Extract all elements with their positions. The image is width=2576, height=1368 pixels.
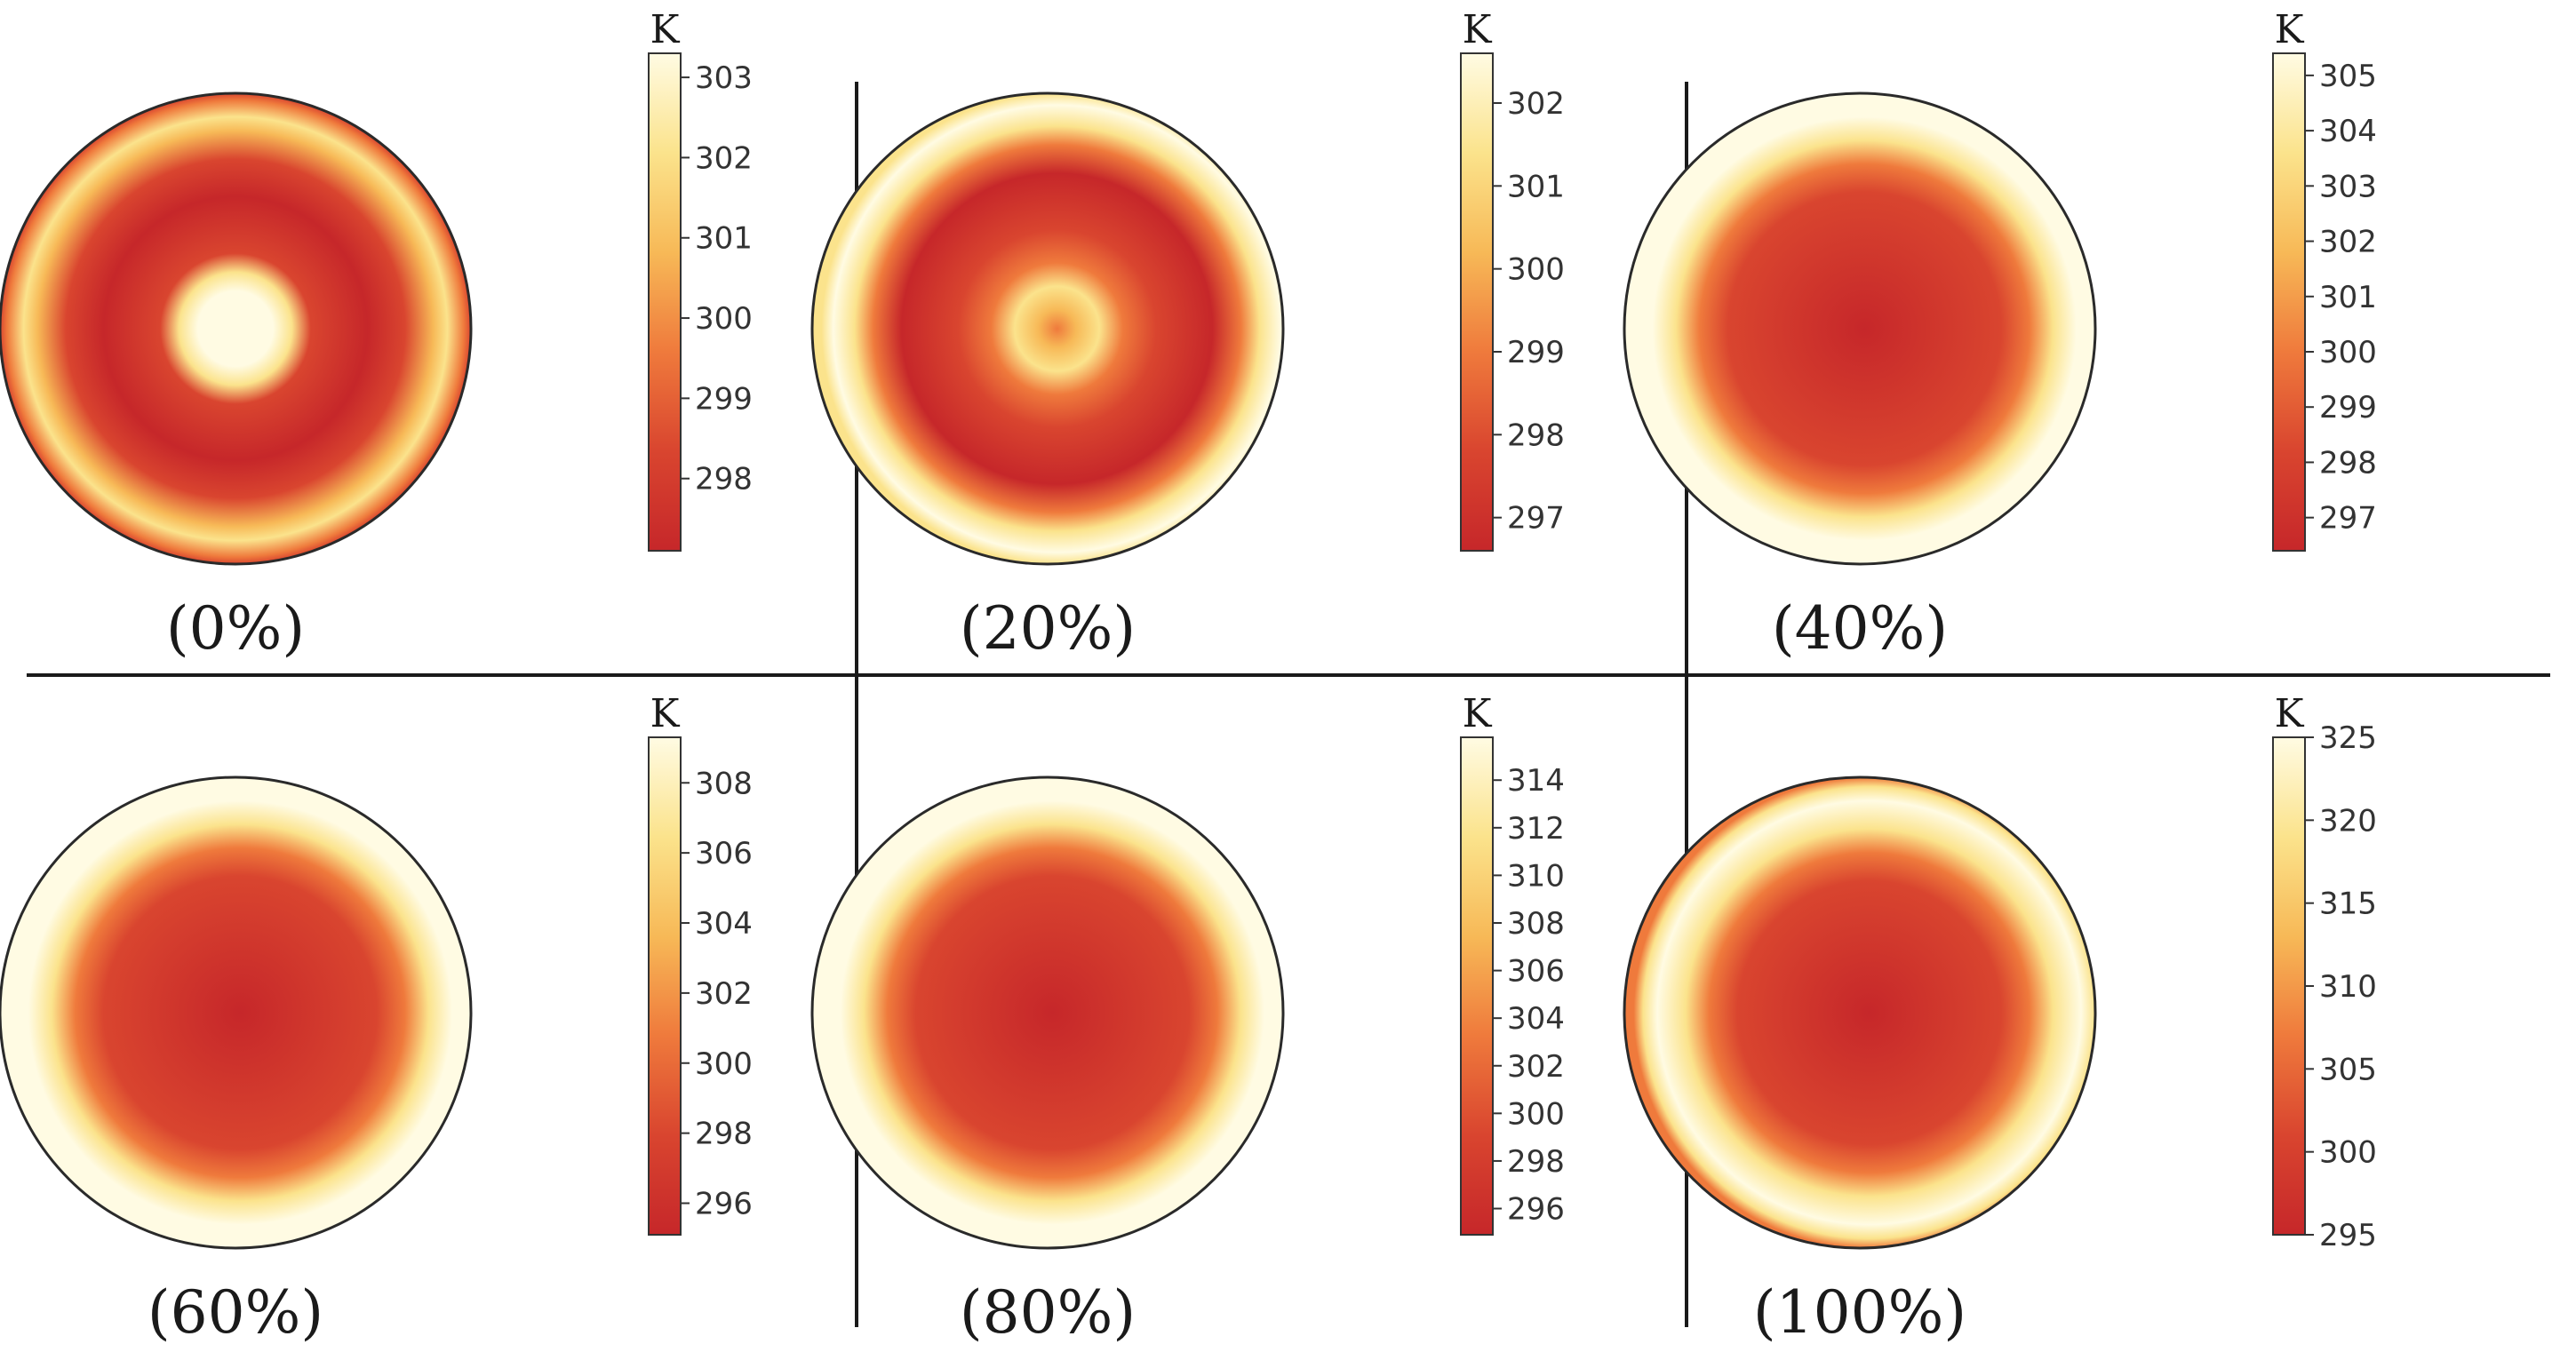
colorbar-tick-label: 303 [695, 60, 753, 96]
colorbar-tick-label: 296 [695, 1187, 753, 1222]
panel-40: 297 298 299 300 301 302 303 304 305 K (40%) [1623, 7, 2451, 684]
heatmap-chart-100: 295 300 305 310 315 320 325 K (100%) [1623, 691, 2377, 1347]
panel-caption: (20%) [960, 594, 1136, 663]
colorbar-tick-label: 308 [1507, 906, 1565, 942]
vertical-divider-left [855, 82, 858, 1327]
heatmap-chart-80: 296 298 300 302 304 306 308 310 312 314 K (80%) [810, 691, 1565, 1347]
panel-20: 297 298 299 300 301 302 K (20%) [810, 7, 1639, 684]
colorbar [1460, 736, 1494, 1236]
colorbar-tick-label: 301 [695, 221, 753, 257]
colorbar-unit-label: K [650, 7, 681, 52]
temperature-disk [810, 775, 1285, 1250]
colorbar-tick-label: 300 [695, 301, 753, 337]
colorbar-tick-label: 300 [1507, 252, 1565, 288]
heatmap-chart-60: 296 298 300 302 304 306 308 K (60%) [0, 691, 753, 1347]
colorbar-tick-label: 325 [2319, 720, 2377, 756]
panel-100: 295 300 305 310 315 320 325 K (100%) [1623, 691, 2451, 1368]
colorbar-tick-label: 305 [2319, 1052, 2377, 1087]
colorbar-tick-label: 300 [2319, 1135, 2377, 1171]
panel-80: 296 298 300 302 304 306 308 310 312 314 K (80%) [810, 691, 1639, 1368]
horizontal-divider [27, 673, 2550, 677]
colorbar-tick-label: 312 [1507, 811, 1565, 847]
temperature-disk [1623, 91, 2097, 566]
colorbar-tick-label: 300 [695, 1046, 753, 1082]
colorbar-tick-label: 304 [2319, 114, 2377, 149]
heatmap-chart-40: 297 298 299 300 301 302 303 304 305 K (40%) [1623, 7, 2377, 663]
colorbar-tick-label: 302 [2319, 225, 2377, 260]
colorbar-tick-label: 310 [1507, 858, 1565, 894]
colorbar-tick-label: 320 [2319, 803, 2377, 839]
temperature-disk [0, 91, 473, 566]
colorbar-tick-label: 302 [1507, 1049, 1565, 1085]
colorbar-tick-label: 299 [695, 381, 753, 417]
colorbar-tick-label: 304 [1507, 1001, 1565, 1037]
heatmap-chart-0: 298 299 300 301 302 303 K (0%) [0, 7, 753, 663]
colorbar-tick-label: 296 [1507, 1192, 1565, 1228]
colorbar-tick-label: 302 [695, 976, 753, 1012]
panel-caption: (0%) [166, 594, 305, 663]
colorbar-tick-label: 306 [1507, 954, 1565, 990]
panel-caption: (60%) [148, 1278, 323, 1347]
colorbar-tick-label: 297 [2319, 501, 2377, 537]
colorbar-tick-label: 300 [2319, 335, 2377, 370]
colorbar-tick-label: 314 [1507, 763, 1565, 799]
colorbar-tick-label: 306 [695, 836, 753, 871]
colorbar-tick-label: 303 [2319, 169, 2377, 204]
temperature-disk [0, 775, 473, 1250]
colorbar [2272, 736, 2306, 1236]
colorbar-tick-label: 302 [1507, 86, 1565, 122]
colorbar-tick-label: 299 [2319, 390, 2377, 426]
panel-0: 298 299 300 301 302 303 K (0%) [0, 7, 826, 684]
colorbar-tick-label: 298 [695, 462, 753, 497]
heatmap-chart-20: 297 298 299 300 301 302 K (20%) [810, 7, 1565, 663]
panel-caption: (100%) [1753, 1278, 1966, 1347]
colorbar-tick-label: 295 [2319, 1218, 2377, 1253]
colorbar-tick-label: 302 [695, 140, 753, 176]
colorbar [648, 52, 682, 552]
colorbar-unit-label: K [1463, 7, 1493, 52]
vertical-divider-right [1685, 82, 1688, 1327]
colorbar-unit-label: K [1463, 691, 1493, 736]
colorbar-tick-label: 298 [695, 1117, 753, 1152]
colorbar-tick-label: 305 [2319, 59, 2377, 94]
colorbar [2272, 52, 2306, 552]
temperature-disk [810, 91, 1285, 566]
colorbar-tick-label: 298 [2319, 445, 2377, 481]
colorbar-unit-label: K [2275, 7, 2305, 52]
panel-60: 296 298 300 302 304 306 308 K (60%) [0, 691, 826, 1368]
colorbar-tick-label: 297 [1507, 501, 1565, 537]
colorbar [648, 736, 682, 1236]
colorbar-tick-label: 298 [1507, 1144, 1565, 1180]
colorbar-tick-label: 300 [1507, 1096, 1565, 1132]
colorbar-tick-label: 299 [1507, 335, 1565, 370]
colorbar-tick-label: 298 [1507, 418, 1565, 453]
colorbar-tick-label: 315 [2319, 887, 2377, 922]
colorbar-unit-label: K [2275, 691, 2305, 736]
panel-caption: (80%) [960, 1278, 1136, 1347]
colorbar-tick-label: 301 [2319, 280, 2377, 315]
colorbar [1460, 52, 1494, 552]
colorbar-tick-label: 308 [695, 766, 753, 801]
colorbar-tick-label: 310 [2319, 969, 2377, 1005]
colorbar-tick-label: 304 [695, 906, 753, 942]
temperature-disk [1623, 775, 2097, 1250]
colorbar-unit-label: K [650, 691, 681, 736]
colorbar-tick-label: 301 [1507, 169, 1565, 204]
panel-caption: (40%) [1772, 594, 1948, 663]
